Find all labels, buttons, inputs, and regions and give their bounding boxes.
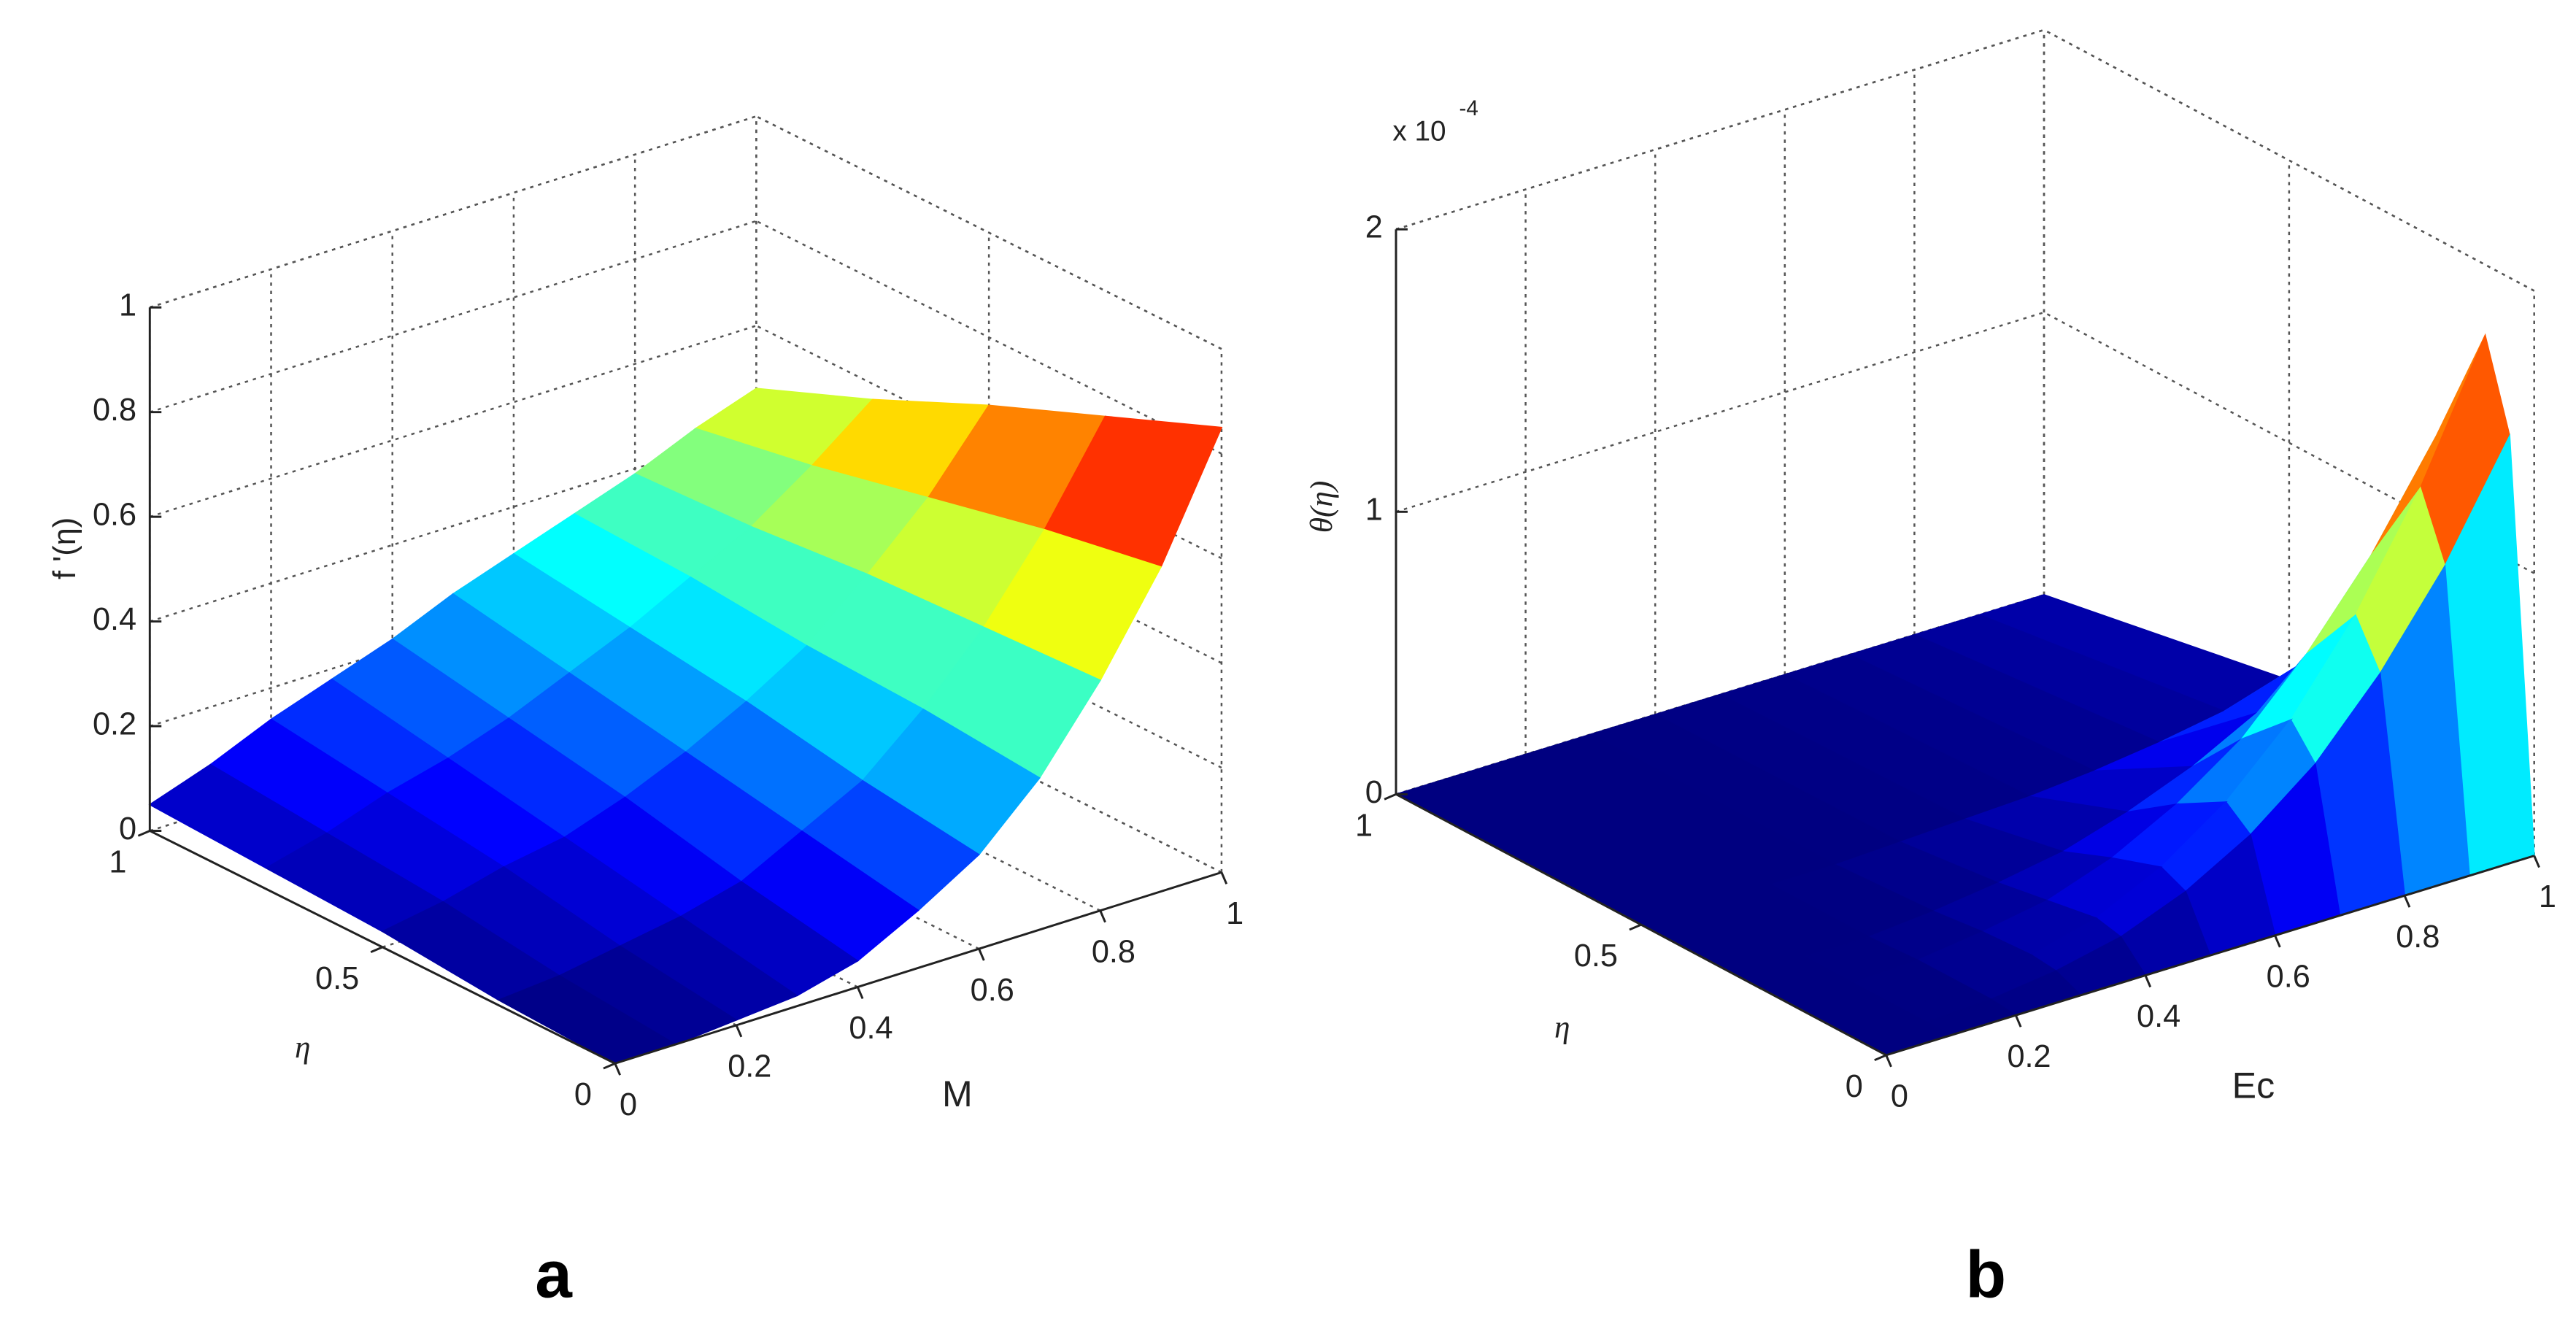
tick-mark bbox=[1099, 910, 1106, 923]
x-tick-label: 0.6 bbox=[2267, 960, 2310, 995]
x-tick-label: 0.2 bbox=[2007, 1039, 2051, 1074]
grid-line bbox=[2043, 28, 2535, 292]
tick-mark bbox=[603, 1062, 616, 1070]
grid-line bbox=[1395, 311, 2045, 513]
axis-line bbox=[1395, 793, 1887, 1057]
tick-mark bbox=[1384, 793, 1397, 801]
tick-mark bbox=[2144, 974, 2152, 988]
z-axis-label: θ(η) bbox=[1304, 481, 1339, 533]
tick-mark bbox=[1220, 871, 1228, 884]
y-axis-label: η bbox=[1554, 1010, 1570, 1045]
tick-mark bbox=[1629, 923, 1642, 931]
tick-mark bbox=[2274, 935, 2281, 948]
y-tick-label: 1 bbox=[1355, 808, 1373, 843]
grid-line bbox=[149, 115, 757, 309]
z-tick-label: 0 bbox=[119, 812, 136, 847]
panel-label: a bbox=[535, 1238, 573, 1311]
z-tick-label: 0.4 bbox=[93, 602, 136, 637]
z-tick-label: 1 bbox=[119, 288, 136, 323]
exponent-label: x 10 bbox=[1392, 115, 1446, 147]
x-tick-label: 0.2 bbox=[728, 1049, 771, 1084]
grid-line bbox=[755, 220, 1222, 455]
tick-mark bbox=[614, 1063, 622, 1076]
tick-mark bbox=[2533, 855, 2540, 868]
y-tick-label: 0.5 bbox=[315, 961, 359, 996]
tick-mark bbox=[856, 986, 864, 1000]
y-tick-label: 1 bbox=[109, 844, 126, 879]
axis-line bbox=[1886, 855, 2535, 1057]
x-axis-label: M bbox=[942, 1073, 973, 1114]
grid-line bbox=[149, 325, 757, 518]
grid-line bbox=[755, 115, 1222, 350]
x-tick-label: 1 bbox=[1226, 896, 1243, 931]
x-tick-label: 0.6 bbox=[971, 973, 1014, 1008]
axis-line bbox=[614, 871, 1222, 1065]
x-tick-label: 0.8 bbox=[2396, 920, 2440, 955]
y-tick-label: 0 bbox=[574, 1077, 592, 1112]
y-tick-label: 0.5 bbox=[1574, 938, 1618, 974]
x-tick-label: 0 bbox=[1891, 1079, 1908, 1114]
y-axis-label: η bbox=[295, 1030, 310, 1065]
tick-mark bbox=[2403, 895, 2411, 908]
z-axis-label: f '(η) bbox=[47, 517, 82, 579]
grid-line bbox=[1395, 28, 2045, 231]
z-tick-label: 0.6 bbox=[93, 498, 136, 533]
z-tick-label: 0 bbox=[1365, 775, 1383, 810]
z-tick-label: 2 bbox=[1365, 210, 1383, 245]
tick-mark bbox=[1874, 1054, 1887, 1062]
grid-line bbox=[149, 220, 757, 413]
x-tick-label: 1 bbox=[2539, 879, 2556, 914]
tick-mark bbox=[370, 946, 383, 954]
tick-mark bbox=[137, 830, 150, 837]
tick-mark bbox=[1885, 1055, 1892, 1068]
tick-mark bbox=[978, 948, 985, 961]
x-axis-label: Ec bbox=[2232, 1065, 2275, 1106]
tick-mark bbox=[735, 1025, 743, 1038]
grid-line bbox=[149, 429, 757, 622]
x-tick-label: 0 bbox=[620, 1087, 637, 1122]
x-tick-label: 0.8 bbox=[1092, 934, 1135, 969]
y-tick-label: 0 bbox=[1846, 1069, 1863, 1104]
exponent: -4 bbox=[1459, 96, 1478, 120]
tick-mark bbox=[2014, 1014, 2022, 1028]
x-tick-label: 0.4 bbox=[2137, 999, 2180, 1034]
z-tick-label: 1 bbox=[1365, 493, 1383, 528]
panel-label: b bbox=[1966, 1238, 2007, 1311]
z-tick-label: 0.2 bbox=[93, 706, 136, 741]
z-tick-label: 0.8 bbox=[93, 393, 136, 428]
x-tick-label: 0.4 bbox=[849, 1011, 892, 1046]
